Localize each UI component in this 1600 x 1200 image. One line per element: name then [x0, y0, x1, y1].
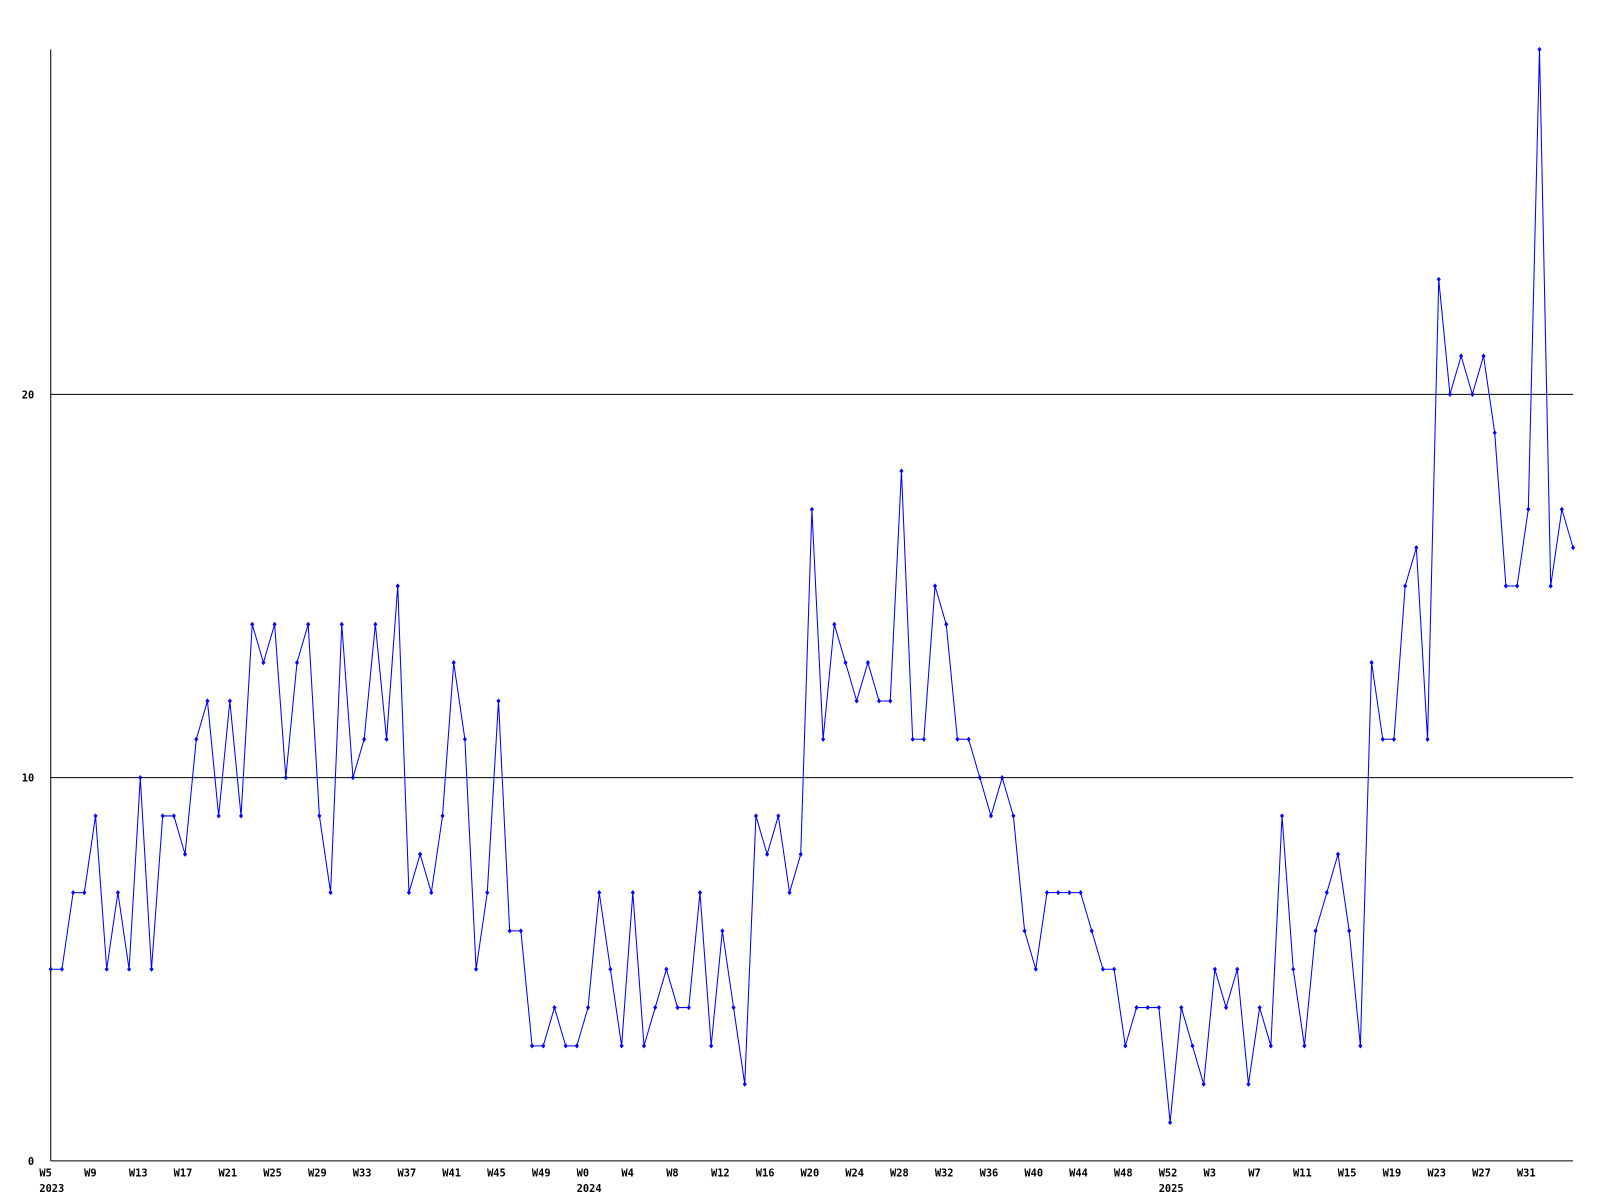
data-point [1380, 736, 1385, 742]
x-tick-label: W20 [801, 1167, 820, 1179]
data-point [899, 468, 904, 474]
x-tick-label: W8 [666, 1167, 678, 1179]
data-point [261, 660, 266, 666]
x-tick-label: W44 [1069, 1167, 1088, 1179]
data-point [1011, 813, 1016, 819]
x-tick-label: W21 [218, 1167, 237, 1179]
x-tick-label: W33 [353, 1167, 372, 1179]
data-point [205, 698, 210, 704]
x-tick-label: W49 [532, 1167, 551, 1179]
data-point [821, 736, 826, 742]
data-point [496, 698, 501, 704]
data-point [966, 736, 971, 742]
data-point [194, 736, 199, 742]
data-point [350, 775, 356, 781]
data-point [1000, 775, 1005, 781]
data-point [182, 851, 188, 857]
x-tick-label: W48 [1114, 1167, 1133, 1179]
data-point [1044, 890, 1050, 896]
x-tick-label: W7 [1248, 1167, 1260, 1179]
x-year-label: 2024 [577, 1183, 602, 1195]
data-point [93, 813, 98, 819]
data-point [1168, 1119, 1173, 1126]
x-tick-label: W31 [1517, 1167, 1536, 1179]
y-tick-label: 20 [22, 390, 34, 402]
data-point [1369, 660, 1374, 666]
data-point [854, 698, 859, 704]
data-point [160, 813, 165, 819]
data-point [1391, 736, 1397, 742]
data-point [1335, 851, 1341, 857]
x-tick-label: W52 [1159, 1167, 1178, 1179]
data-point [283, 775, 288, 781]
x-tick-label: W9 [84, 1167, 96, 1179]
x-tick-label: W27 [1472, 1167, 1491, 1179]
x-tick-label: W3 [1203, 1167, 1215, 1179]
data-point [238, 813, 244, 819]
y-tick-label: 10 [22, 773, 34, 785]
x-tick-label: W17 [174, 1167, 193, 1179]
data-point [776, 813, 781, 819]
data-point [227, 698, 232, 704]
x-tick-label: W41 [442, 1167, 461, 1179]
data-point [1279, 813, 1285, 819]
data-point [1414, 545, 1419, 551]
x-year-label: 2025 [1159, 1183, 1184, 1195]
data-point [171, 813, 176, 819]
x-tick-label: W32 [935, 1167, 954, 1179]
x-tick-label: W11 [1293, 1167, 1312, 1179]
data-point [865, 660, 870, 666]
x-tick-label: W40 [1024, 1167, 1043, 1179]
x-tick-label: W23 [1427, 1167, 1446, 1179]
x-tick-label: W15 [1338, 1167, 1357, 1179]
x-tick-label: W5 [39, 1167, 51, 1179]
x-tick-label: W0 [577, 1167, 589, 1179]
x-year-label: 2023 [39, 1183, 64, 1195]
x-tick-label: W37 [398, 1167, 417, 1179]
data-point [1246, 1081, 1251, 1087]
y-tick-label: 0 [28, 1156, 34, 1168]
x-tick-label: W4 [621, 1167, 633, 1179]
data-point [138, 775, 143, 781]
x-tick-label: W45 [487, 1167, 506, 1179]
x-tick-label: W24 [845, 1167, 864, 1179]
data-point [1459, 353, 1464, 359]
x-tick-label: W16 [756, 1167, 775, 1179]
data-point [462, 736, 467, 742]
data-point [765, 851, 770, 857]
data-point [1436, 276, 1441, 282]
x-tick-label: W12 [711, 1167, 730, 1179]
data-point [955, 736, 960, 742]
x-tick-label: W19 [1383, 1167, 1402, 1179]
data-point [216, 813, 221, 819]
x-tick-label: W13 [129, 1167, 148, 1179]
x-tick-label: W29 [308, 1167, 327, 1179]
data-point [921, 736, 926, 742]
x-tick-label: W25 [263, 1167, 282, 1179]
x-tick-label: W28 [890, 1167, 909, 1179]
x-tick-label: W36 [980, 1167, 999, 1179]
data-point [418, 851, 423, 857]
data-point [910, 736, 915, 742]
